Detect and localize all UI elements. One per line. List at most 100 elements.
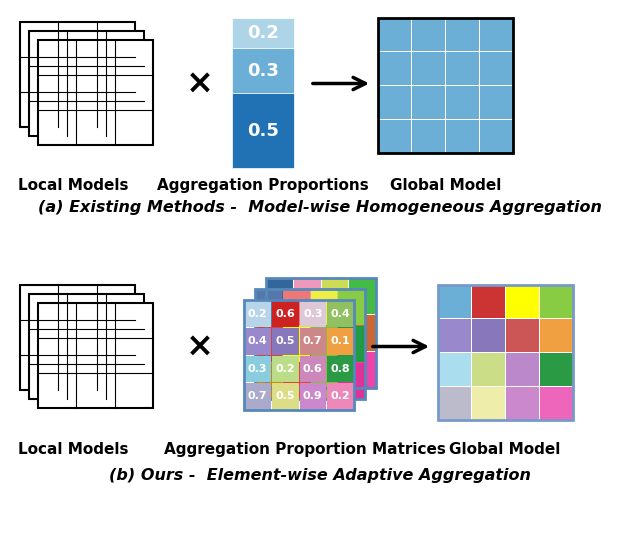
Text: 0.2: 0.2 [248,309,268,319]
Bar [255,289,282,325]
Bar [506,387,539,420]
Text: Global Model: Global Model [390,178,502,193]
Bar [321,352,348,388]
Bar [272,355,298,382]
Bar [255,289,365,399]
Bar [438,319,471,352]
Bar [480,19,513,51]
Bar [327,328,353,354]
Bar [244,301,271,327]
Bar [349,279,376,314]
Bar [266,279,293,314]
Bar [327,383,353,410]
Bar [540,387,573,420]
Text: 0.5: 0.5 [247,122,279,139]
Bar [300,328,326,354]
Bar [472,387,505,420]
Text: 0.7: 0.7 [248,391,268,401]
Bar [412,86,445,119]
Bar [300,383,326,410]
Text: Aggregation Proportion Matrices: Aggregation Proportion Matrices [164,442,446,457]
Bar [438,387,471,420]
Text: 0.4: 0.4 [330,309,350,319]
Text: 0.4: 0.4 [248,336,268,346]
Bar [244,300,354,410]
Bar [412,19,445,51]
Bar [506,286,539,318]
Text: 0.5: 0.5 [275,336,295,346]
Text: ×: × [186,330,214,363]
Bar [540,319,573,352]
Bar [540,286,573,318]
Text: Local Models: Local Models [18,442,128,457]
Text: 0.1: 0.1 [330,336,350,346]
Bar [310,363,337,398]
Text: 0.9: 0.9 [303,391,323,401]
Bar [272,383,298,410]
Bar [472,353,505,386]
Bar [232,93,294,168]
Bar [378,86,412,119]
Bar [20,285,135,390]
Bar [480,86,513,119]
Bar [412,52,445,85]
Bar [446,86,479,119]
Bar [378,18,513,153]
Bar [412,120,445,153]
Bar [446,52,479,85]
Text: ×: × [186,67,214,100]
Bar [29,294,144,399]
Text: 0.8: 0.8 [330,364,350,374]
Bar [272,328,298,354]
Text: 0.6: 0.6 [303,364,323,374]
Bar [378,120,412,153]
Text: (a) Existing Methods -  Model-wise Homogeneous Aggregation: (a) Existing Methods - Model-wise Homoge… [38,200,602,215]
Bar [294,352,321,388]
Bar [378,19,412,51]
Bar [338,326,365,362]
Bar [472,286,505,318]
Text: 0.5: 0.5 [275,391,295,401]
Bar [321,315,348,351]
Text: 0.2: 0.2 [275,364,295,374]
Bar [283,363,310,398]
Bar [438,286,471,318]
Bar [472,319,505,352]
Bar [244,355,271,382]
Bar [480,120,513,153]
Text: 0.3: 0.3 [248,364,268,374]
Bar [232,48,294,93]
Bar [29,31,144,136]
Text: 0.2: 0.2 [247,24,279,42]
Text: 0.3: 0.3 [303,309,323,319]
Text: 0.2: 0.2 [330,391,350,401]
Bar [378,52,412,85]
Bar [266,278,376,388]
Text: 0.3: 0.3 [247,62,279,79]
Bar [255,363,282,398]
Bar [294,315,321,351]
Bar [300,301,326,327]
Bar [438,353,471,386]
Bar [349,315,376,351]
Bar [506,319,539,352]
Bar [266,352,293,388]
Bar [310,289,337,325]
Bar [266,315,293,351]
Bar [438,285,573,420]
Bar [327,301,353,327]
Bar [480,52,513,85]
Bar [283,289,310,325]
Bar [327,355,353,382]
Bar [38,40,153,145]
Text: 0.7: 0.7 [303,336,323,346]
Bar [338,289,365,325]
Text: Local Models: Local Models [18,178,128,193]
Bar [272,301,298,327]
Text: (b) Ours -  Element-wise Adaptive Aggregation: (b) Ours - Element-wise Adaptive Aggrega… [109,468,531,483]
Bar [349,352,376,388]
Bar [321,279,348,314]
Bar [38,303,153,408]
Bar [446,19,479,51]
Bar [506,353,539,386]
